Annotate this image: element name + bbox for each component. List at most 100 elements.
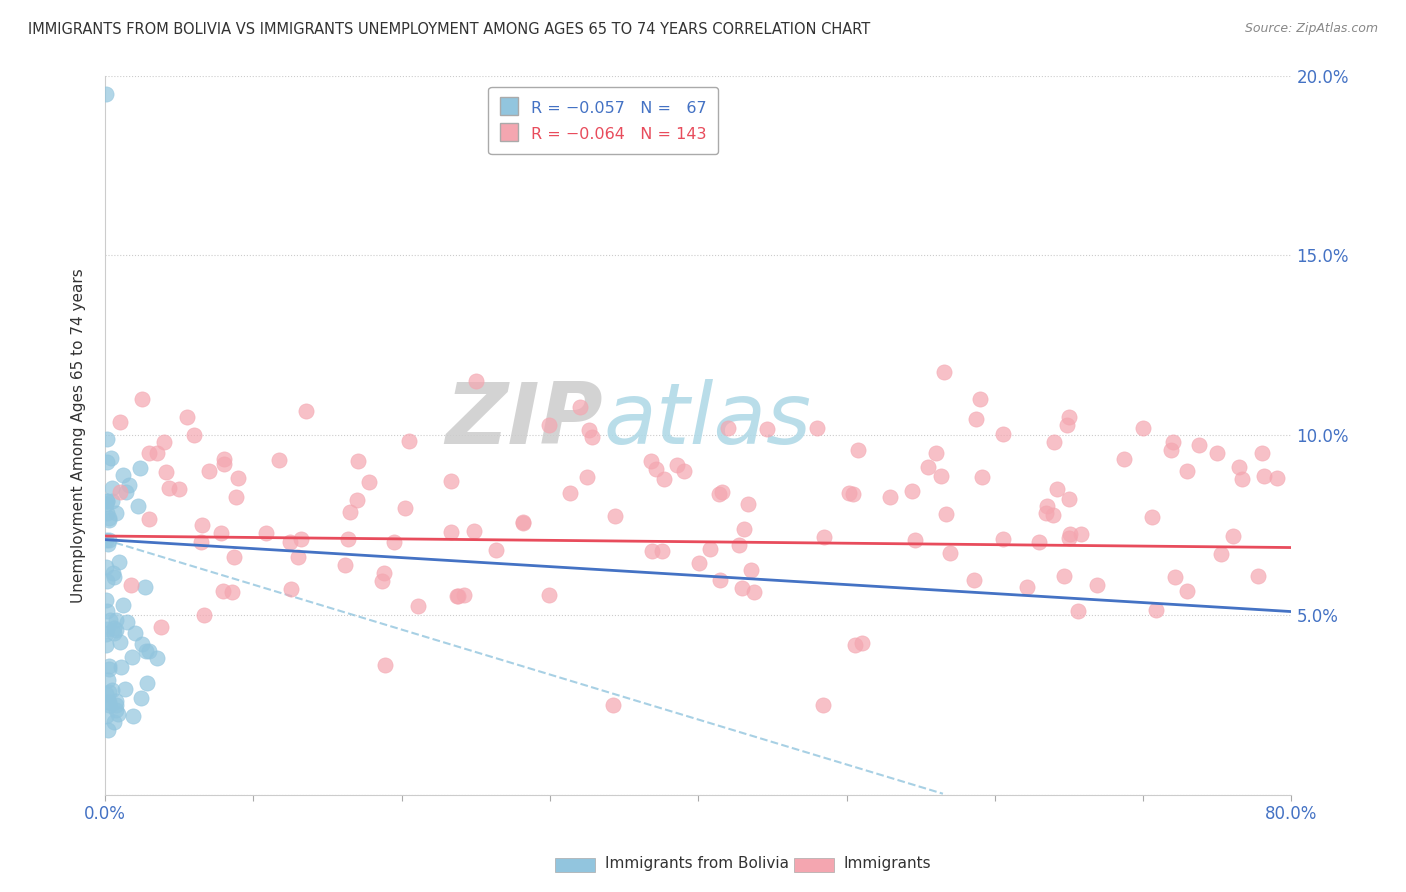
Point — [1085, 578, 1108, 592]
Point — [110, 659, 132, 673]
Point — [104, 614, 127, 628]
Point — [710, 484, 733, 499]
Point — [198, 464, 221, 478]
Point — [602, 698, 624, 712]
Point — [101, 566, 124, 580]
Point — [104, 698, 127, 712]
Point — [121, 650, 143, 665]
Point — [122, 708, 145, 723]
Point — [1015, 580, 1038, 594]
Point — [1067, 603, 1090, 617]
Point — [100, 482, 122, 496]
Point — [581, 430, 603, 444]
Point — [134, 580, 156, 594]
Point — [108, 635, 131, 649]
Point — [398, 434, 420, 449]
Point — [1265, 471, 1288, 485]
Point — [96, 497, 118, 511]
Point — [640, 454, 662, 468]
Point — [97, 723, 120, 738]
Point — [98, 533, 121, 547]
Point — [104, 694, 127, 708]
Point — [673, 464, 696, 478]
Point — [963, 574, 986, 588]
Point — [742, 584, 765, 599]
Point — [1140, 509, 1163, 524]
Point — [115, 485, 138, 500]
Point — [993, 533, 1015, 547]
Point — [110, 415, 132, 429]
Point — [212, 457, 235, 471]
Point — [103, 621, 125, 635]
Point — [382, 535, 405, 549]
Point — [1114, 452, 1136, 467]
Point — [846, 442, 869, 457]
Point — [1070, 526, 1092, 541]
Point — [98, 662, 121, 676]
Point — [135, 644, 157, 658]
Point — [129, 690, 152, 705]
Point — [447, 590, 470, 604]
Point — [1161, 435, 1184, 450]
Point — [965, 411, 987, 425]
Point — [929, 469, 952, 483]
Point — [280, 582, 302, 596]
Point — [96, 604, 118, 618]
Point — [991, 427, 1014, 442]
Point — [406, 599, 429, 613]
Point — [838, 485, 860, 500]
Point — [1057, 491, 1080, 506]
Point — [1042, 508, 1064, 522]
Point — [733, 522, 755, 536]
Point — [1206, 446, 1229, 460]
Point — [138, 446, 160, 460]
Point — [645, 462, 668, 476]
Point — [463, 524, 485, 539]
Text: Immigrants from Bolivia: Immigrants from Bolivia — [605, 856, 789, 871]
Point — [699, 541, 721, 556]
Point — [267, 453, 290, 467]
Point — [851, 636, 873, 650]
Point — [127, 499, 149, 513]
Point — [146, 651, 169, 665]
Point — [935, 507, 957, 521]
Point — [813, 530, 835, 544]
Point — [228, 471, 250, 485]
Point — [183, 428, 205, 442]
Point — [603, 508, 626, 523]
Point — [728, 538, 751, 552]
Point — [103, 570, 125, 584]
Point — [96, 623, 118, 637]
Point — [1035, 506, 1057, 520]
Point — [371, 574, 394, 589]
Point — [731, 581, 754, 595]
Point — [96, 432, 118, 446]
Point — [337, 532, 360, 546]
Point — [124, 626, 146, 640]
Point — [138, 512, 160, 526]
Point — [688, 556, 710, 570]
Legend: R = −0.057   N =   67, R = −0.064   N = 143: R = −0.057 N = 67, R = −0.064 N = 143 — [488, 87, 718, 154]
Point — [1056, 417, 1078, 432]
Point — [97, 695, 120, 709]
Point — [1059, 526, 1081, 541]
Point — [155, 465, 177, 479]
Point — [108, 485, 131, 500]
Point — [153, 435, 176, 450]
Point — [98, 698, 121, 712]
Point — [193, 608, 215, 623]
Point — [568, 400, 591, 414]
Point — [811, 698, 834, 712]
Point — [107, 707, 129, 722]
Point — [96, 455, 118, 469]
Point — [717, 421, 740, 435]
Y-axis label: Unemployment Among Ages 65 to 74 years: Unemployment Among Ages 65 to 74 years — [72, 268, 86, 603]
Point — [740, 563, 762, 577]
Point — [806, 421, 828, 435]
Point — [1160, 443, 1182, 458]
Point — [1144, 603, 1167, 617]
Point — [98, 513, 121, 527]
Point — [101, 682, 124, 697]
Point — [932, 365, 955, 379]
Point — [96, 494, 118, 508]
